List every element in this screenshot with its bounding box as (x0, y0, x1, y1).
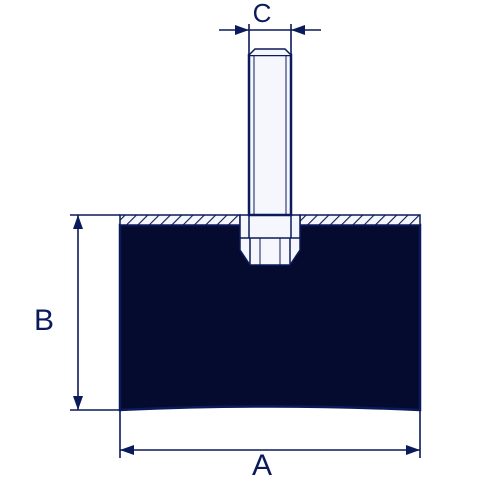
top-plate-right (300, 215, 420, 225)
threaded-stud (249, 55, 291, 215)
dimension-a-label: A (252, 449, 272, 482)
dimension-c-label: C (253, 0, 272, 28)
dimension-b-label: B (34, 304, 54, 337)
top-plate-left (120, 215, 240, 225)
